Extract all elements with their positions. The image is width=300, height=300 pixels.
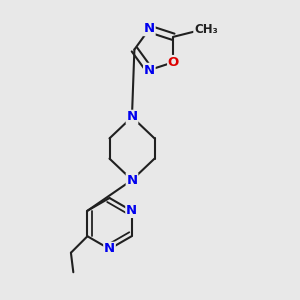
Text: N: N <box>126 204 137 217</box>
Text: N: N <box>126 110 138 124</box>
Text: N: N <box>104 242 115 256</box>
Text: N: N <box>144 22 155 35</box>
Text: N: N <box>126 173 138 187</box>
Text: N: N <box>144 64 155 76</box>
Text: CH₃: CH₃ <box>194 23 218 36</box>
Text: O: O <box>168 56 179 69</box>
